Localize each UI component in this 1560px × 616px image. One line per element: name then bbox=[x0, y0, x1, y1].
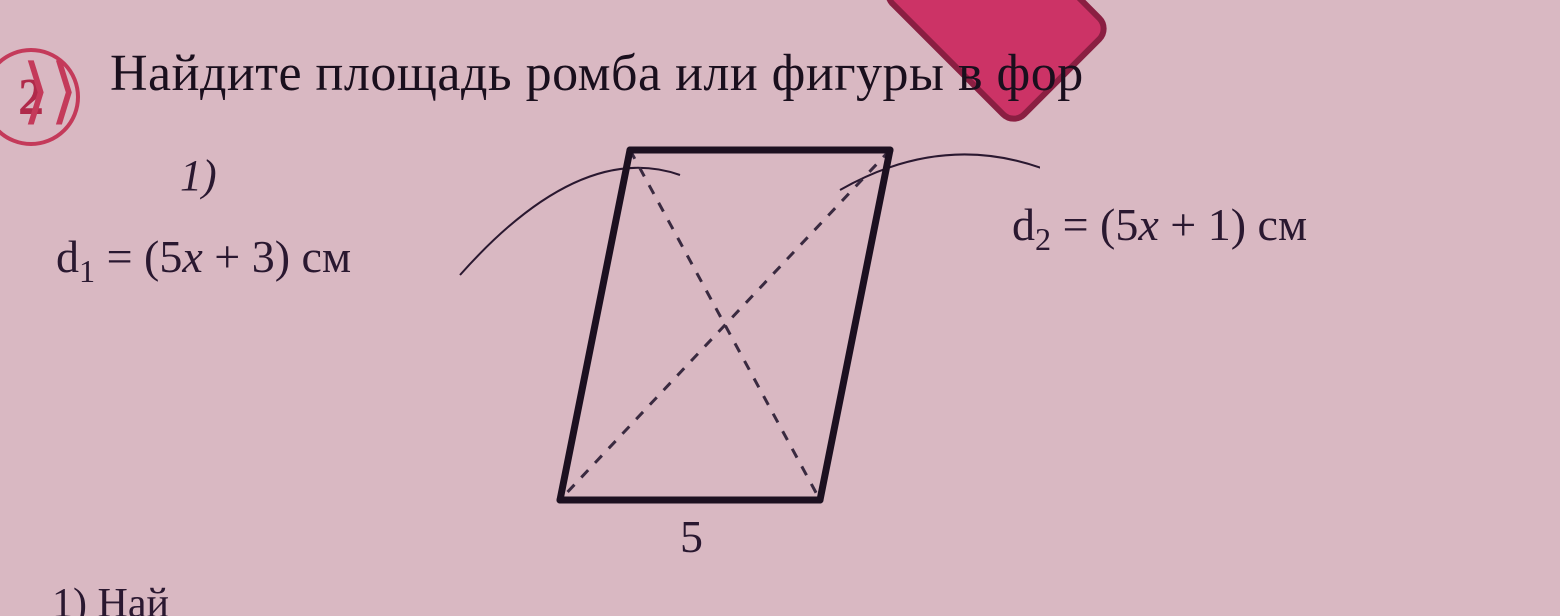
problem-title: Найдите площадь ромба или фигуры в фор bbox=[110, 44, 1084, 103]
diagonal-d2-expression: d2 = (5x + 1) см bbox=[1012, 198, 1307, 258]
task-number-bracket: ⟩⟩ bbox=[22, 48, 78, 133]
diagonal-d1-expression: d1 = (5x + 3) см bbox=[56, 230, 351, 290]
rhombus-figure bbox=[420, 120, 1040, 580]
base-side-label: 5 bbox=[680, 510, 703, 563]
subproblem-label: 1) bbox=[180, 150, 217, 201]
bottom-cutoff-text: 1) Най bbox=[52, 580, 169, 616]
